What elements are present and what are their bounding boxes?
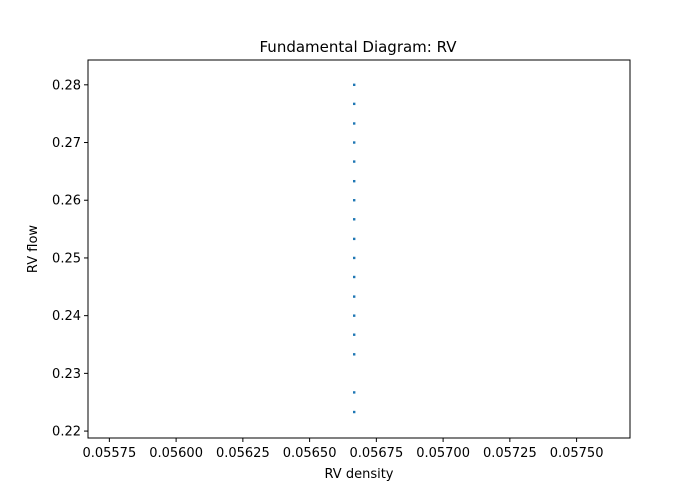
data-point	[352, 179, 356, 183]
y-axis: 0.22 0.23 0.24 0.25 0.26 0.27 0.28	[52, 78, 88, 440]
data-point	[352, 391, 356, 394]
x-axis: 0.05575 0.05600 0.05625 0.05650 0.05675 0.057…	[82, 438, 603, 461]
data-point	[352, 102, 356, 106]
y-tick-label: 0.27	[52, 136, 81, 151]
x-tick-label: 0.05650	[283, 446, 337, 461]
x-tick-label: 0.05625	[216, 446, 270, 461]
y-tick-label: 0.28	[52, 78, 81, 93]
x-tick-label: 0.05675	[349, 446, 403, 461]
x-tick-label: 0.05750	[550, 446, 604, 461]
y-tick-label: 0.26	[52, 194, 81, 209]
data-point	[352, 256, 356, 260]
y-tick-label: 0.25	[52, 251, 81, 266]
y-tick-label: 0.24	[52, 309, 81, 324]
data-point	[352, 295, 356, 298]
data-point	[352, 122, 356, 125]
y-tick-label: 0.22	[52, 425, 81, 440]
x-tick-label: 0.05600	[149, 446, 203, 461]
data-point	[352, 199, 356, 202]
plot-area	[87, 59, 631, 439]
data-point	[352, 83, 356, 87]
chart-title: Fundamental Diagram: RV	[260, 38, 458, 56]
x-tick-label: 0.05700	[416, 446, 470, 461]
data-point	[352, 333, 356, 336]
data-point	[352, 275, 356, 279]
data-point	[352, 218, 356, 221]
data-points	[352, 83, 356, 414]
y-axis-label: RV flow	[26, 225, 41, 273]
data-point	[352, 410, 356, 414]
x-tick-label: 0.05725	[483, 446, 537, 461]
data-point	[352, 314, 356, 317]
data-point	[352, 353, 356, 356]
data-point	[352, 160, 356, 163]
x-tick-label: 0.05575	[82, 446, 136, 461]
x-axis-label: RV density	[324, 467, 393, 482]
data-point	[352, 141, 356, 144]
data-point	[352, 237, 356, 241]
y-tick-label: 0.23	[52, 367, 81, 382]
